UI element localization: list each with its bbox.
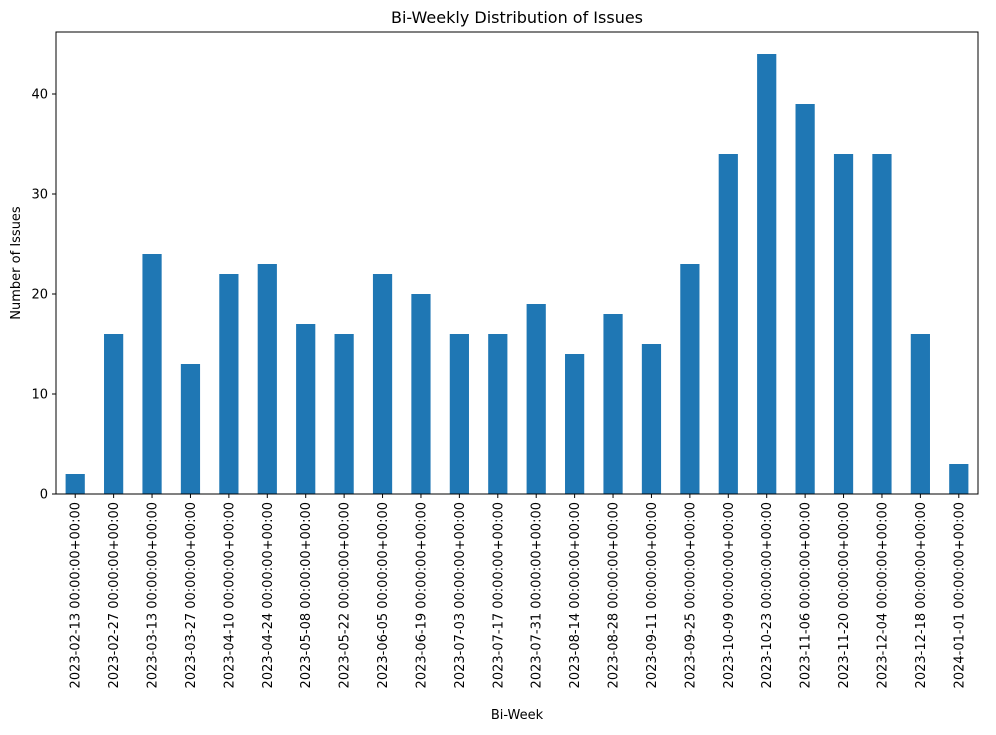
x-tick-label: 2023-04-24 00:00:00+00:00 — [261, 502, 276, 688]
y-tick-label: 20 — [31, 288, 48, 303]
x-tick-label: 2023-07-03 00:00:00+00:00 — [453, 502, 468, 688]
x-tick-label: 2023-06-05 00:00:00+00:00 — [376, 502, 391, 688]
x-tick-label: 2023-12-18 00:00:00+00:00 — [914, 502, 929, 688]
bar-2023-04-10 — [219, 274, 239, 494]
x-tick-label: 2023-07-17 00:00:00+00:00 — [491, 502, 506, 688]
x-tick-label: 2023-09-11 00:00:00+00:00 — [645, 502, 660, 688]
x-tick-label: 2023-09-25 00:00:00+00:00 — [683, 502, 698, 688]
bar-2023-05-22 — [334, 334, 354, 494]
x-tick-label: 2023-08-14 00:00:00+00:00 — [568, 502, 583, 688]
bar-2023-02-13 — [65, 474, 85, 494]
x-axis: 2023-02-13 00:00:00+00:00 2023-02-27 00:0… — [69, 494, 967, 688]
y-tick-label: 10 — [31, 388, 48, 403]
x-tick-label: 2023-03-13 00:00:00+00:00 — [146, 502, 161, 688]
bar-2023-08-14 — [565, 354, 585, 494]
bar-2023-11-06 — [795, 104, 815, 494]
bar-2023-09-25 — [680, 264, 700, 494]
bar-2023-06-19 — [411, 294, 431, 494]
x-tick-label: 2023-11-20 00:00:00+00:00 — [837, 502, 852, 688]
bar-2023-07-31 — [526, 304, 546, 494]
y-axis: 0 10 20 30 40 — [31, 88, 56, 503]
bar-2023-06-05 — [372, 274, 393, 494]
bar-2023-09-11 — [641, 344, 662, 494]
bar-2023-10-09 — [718, 154, 738, 494]
x-tick-label: 2023-07-31 00:00:00+00:00 — [530, 502, 545, 688]
y-tick-label: 30 — [31, 188, 48, 203]
x-tick-label: 2023-10-23 00:00:00+00:00 — [760, 502, 775, 688]
bar-2023-10-23 — [757, 54, 777, 494]
bar-2023-08-28 — [603, 314, 623, 494]
x-tick-label: 2024-01-01 00:00:00+00:00 — [952, 502, 967, 688]
bar-2023-03-27 — [180, 364, 201, 494]
x-tick-label: 2023-06-19 00:00:00+00:00 — [414, 502, 429, 688]
bar-2023-12-04 — [872, 154, 892, 494]
chart-title: Bi-Weekly Distribution of Issues — [391, 8, 643, 27]
y-tick-label: 0 — [40, 488, 48, 503]
bar-2023-02-27 — [104, 334, 124, 494]
x-tick-label: 2023-08-28 00:00:00+00:00 — [607, 502, 622, 688]
bar-2023-04-24 — [257, 264, 277, 494]
x-tick-label: 2023-12-04 00:00:00+00:00 — [875, 502, 890, 688]
bar-2023-12-18 — [910, 334, 930, 494]
plot-area — [65, 54, 969, 494]
bar-2024-01-01 — [949, 464, 969, 494]
bar-2023-03-13 — [142, 254, 162, 494]
bar-2023-07-17 — [488, 334, 508, 494]
x-tick-label: 2023-05-22 00:00:00+00:00 — [338, 502, 353, 688]
bar-2023-11-20 — [833, 154, 854, 494]
x-tick-label: 2023-11-06 00:00:00+00:00 — [799, 502, 814, 688]
plot-frame — [55, 31, 979, 495]
x-tick-label: 2023-04-10 00:00:00+00:00 — [222, 502, 237, 688]
x-tick-label: 2023-03-27 00:00:00+00:00 — [184, 502, 199, 688]
x-tick-label: 2023-05-08 00:00:00+00:00 — [299, 502, 314, 688]
x-tick-label: 2023-02-13 00:00:00+00:00 — [69, 502, 84, 688]
bar-2023-07-03 — [449, 334, 469, 494]
y-tick-label: 40 — [31, 88, 48, 103]
x-tick-label: 2023-10-09 00:00:00+00:00 — [722, 502, 737, 688]
x-tick-label: 2023-02-27 00:00:00+00:00 — [107, 502, 122, 688]
y-axis-label: Number of Issues — [9, 206, 24, 320]
x-axis-label: Bi-Week — [491, 708, 544, 723]
bar-2023-05-08 — [296, 324, 316, 494]
